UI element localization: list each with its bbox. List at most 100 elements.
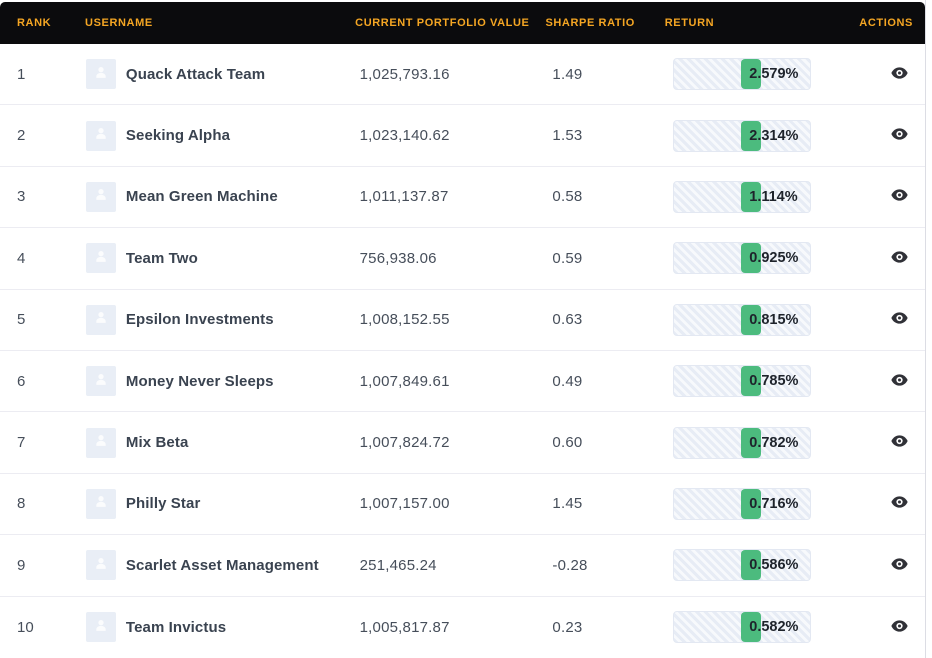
portfolio-value-cell: 1,007,157.00 — [359, 495, 450, 513]
username-label: Mean Green Machine — [125, 188, 278, 206]
rank-cell: 1 — [17, 65, 26, 83]
sharpe-ratio-cell: 0.58 — [552, 188, 583, 206]
actions-cell — [873, 63, 925, 86]
actions-cell — [873, 492, 925, 515]
user-icon — [94, 433, 108, 452]
view-details-button[interactable] — [887, 370, 912, 393]
rank-cell: 8 — [17, 495, 26, 513]
sharpe-ratio-cell: 1.53 — [552, 127, 583, 145]
actions-cell — [873, 124, 925, 147]
return-badge: 0.785% — [673, 365, 812, 398]
sharpe-ratio-cell: 0.59 — [552, 249, 583, 267]
actions-cell — [873, 616, 925, 639]
return-marker — [741, 120, 762, 151]
username-label: Philly Star — [125, 495, 201, 513]
sharpe-ratio-cell: 1.49 — [552, 65, 583, 83]
rank-cell: 7 — [17, 434, 26, 452]
actions-cell — [873, 308, 925, 331]
view-details-button[interactable] — [887, 554, 912, 577]
user-icon — [94, 494, 108, 513]
user-icon — [94, 65, 108, 84]
username-cell: Quack Attack Team — [85, 59, 360, 90]
username-label: Seeking Alpha — [125, 127, 231, 145]
return-value: 2.579% — [749, 66, 799, 83]
eye-icon — [890, 435, 908, 450]
actions-cell — [873, 554, 925, 577]
return-marker — [741, 427, 762, 458]
user-avatar — [85, 59, 116, 90]
eye-icon — [890, 67, 908, 82]
view-details-button[interactable] — [887, 124, 912, 147]
return-badge: 0.586% — [673, 549, 812, 582]
return-badge: 0.925% — [673, 242, 812, 275]
table-row: 1 Quack Attack Team 1,025,793.16 1.49 2.… — [0, 44, 925, 106]
actions-cell — [873, 431, 925, 454]
return-cell: 0.782% — [673, 426, 873, 459]
eye-icon — [890, 620, 908, 635]
user-avatar — [85, 366, 116, 397]
username-label: Team Invictus — [125, 618, 227, 636]
return-cell: 0.586% — [673, 549, 873, 582]
portfolio-value-cell: 1,007,849.61 — [359, 372, 450, 390]
return-badge: 1.114% — [673, 180, 812, 213]
return-badge: 0.582% — [673, 611, 812, 644]
return-value: 2.314% — [749, 127, 799, 144]
table-header-row: Rank Username Current Portfolio Value Sh… — [0, 2, 925, 44]
view-details-button[interactable] — [887, 616, 912, 639]
user-icon — [94, 126, 108, 145]
username-label: Epsilon Investments — [125, 311, 274, 329]
portfolio-value-cell: 1,025,793.16 — [359, 65, 450, 83]
portfolio-value-cell: 1,007,824.72 — [359, 434, 450, 452]
table-row: 3 Mean Green Machine 1,011,137.87 0.58 1… — [0, 166, 925, 229]
table-row: 10 Team Invictus 1,005,817.87 0.23 0.582… — [0, 596, 925, 658]
user-avatar — [85, 427, 116, 458]
scrollbar-gutter — [926, 0, 932, 658]
user-avatar — [85, 181, 116, 212]
return-marker — [741, 550, 762, 581]
view-details-button[interactable] — [887, 247, 912, 270]
return-value: 0.785% — [749, 373, 799, 390]
view-details-button[interactable] — [887, 185, 912, 208]
portfolio-value-cell: 1,008,152.55 — [359, 311, 450, 329]
rank-cell: 4 — [17, 249, 26, 267]
column-header-rank: Rank — [17, 17, 52, 29]
column-header-sharpe-ratio: Sharpe Ratio — [545, 17, 635, 29]
return-value: 0.582% — [749, 619, 799, 636]
rank-cell: 3 — [17, 188, 26, 206]
table-body: 1 Quack Attack Team 1,025,793.16 1.49 2.… — [0, 44, 925, 658]
actions-cell — [873, 370, 925, 393]
username-cell: Seeking Alpha — [85, 120, 360, 151]
portfolio-value-cell: 1,023,140.62 — [359, 127, 450, 145]
table-row: 4 Team Two 756,938.06 0.59 0.925% — [0, 228, 925, 290]
return-value: 0.716% — [749, 495, 799, 512]
column-header-portfolio-value: Current Portfolio Value — [355, 17, 530, 29]
return-value: 0.925% — [749, 250, 799, 267]
rank-cell: 10 — [17, 618, 34, 636]
user-icon — [94, 310, 108, 329]
username-label: Mix Beta — [125, 434, 189, 452]
view-details-button[interactable] — [887, 63, 912, 86]
view-details-button[interactable] — [887, 492, 912, 515]
eye-icon — [890, 128, 908, 143]
username-label: Team Two — [125, 249, 198, 267]
return-badge: 0.716% — [673, 487, 812, 520]
return-marker — [741, 243, 762, 274]
return-badge: 2.314% — [673, 119, 812, 152]
username-cell: Team Invictus — [85, 612, 360, 643]
portfolio-value-cell: 1,005,817.87 — [359, 618, 450, 636]
eye-icon — [890, 312, 908, 327]
view-details-button[interactable] — [887, 431, 912, 454]
return-marker — [741, 366, 762, 397]
view-details-button[interactable] — [887, 308, 912, 331]
user-icon — [94, 372, 108, 391]
rank-cell: 6 — [17, 372, 26, 390]
sharpe-ratio-cell: 0.63 — [552, 311, 583, 329]
username-cell: Epsilon Investments — [85, 304, 360, 335]
actions-cell — [873, 185, 925, 208]
rank-cell: 9 — [17, 556, 26, 574]
sharpe-ratio-cell: 0.23 — [552, 618, 583, 636]
return-cell: 0.785% — [673, 365, 873, 398]
username-label: Money Never Sleeps — [125, 372, 274, 390]
return-marker — [741, 612, 762, 643]
eye-icon — [890, 558, 908, 573]
